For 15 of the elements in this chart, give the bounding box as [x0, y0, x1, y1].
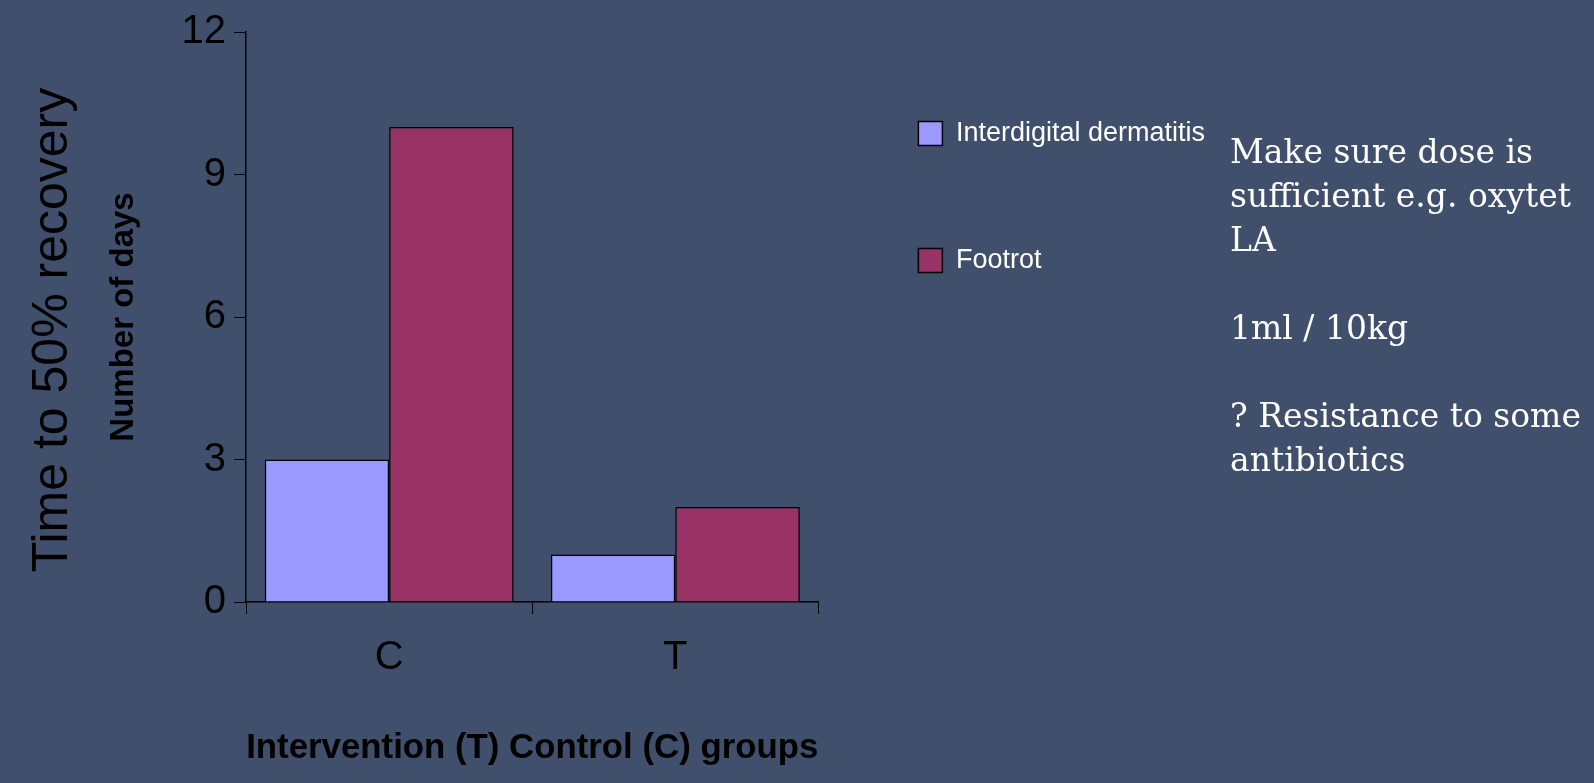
y-tick-label: 0: [203, 577, 227, 622]
text: Make sure dose is sufficient e.g. oxytet LA: [1230, 131, 1573, 261]
x-tick-label: C: [374, 633, 404, 678]
x-axis-title: Intervention (T) Control (C) groups: [246, 725, 819, 765]
text: Time to 50% recovery: [21, 87, 79, 573]
legend-label: Footrot: [955, 243, 1042, 274]
text: 1ml / 10kg: [1230, 307, 1410, 349]
legend-label: Interdigital dermatitis: [955, 116, 1206, 147]
y-tick-label: 9: [203, 149, 227, 194]
y-tick-label: 3: [203, 434, 227, 479]
y-tick-label: 6: [203, 292, 227, 337]
text: ? Resistance to some antibiotics: [1230, 395, 1582, 481]
y-tick-label: 12: [181, 7, 227, 52]
y-axis-title: Number of days: [102, 192, 140, 442]
x-tick-label: T: [663, 633, 688, 678]
